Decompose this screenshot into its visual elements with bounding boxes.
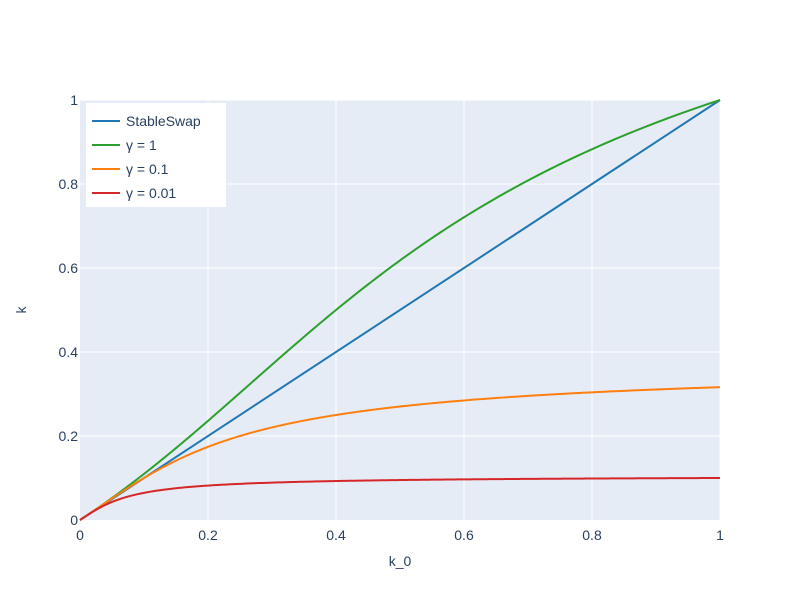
legend-item-1[interactable]: StableSwap — [92, 113, 201, 129]
y-axis-ticks: 0 0.2 0.4 0.6 0.8 1 — [59, 92, 79, 528]
x-tick-label: 0 — [76, 527, 84, 543]
y-tick-label: 0.6 — [59, 260, 79, 276]
y-tick-label: 0.2 — [59, 428, 79, 444]
series-line-4 — [79, 477, 721, 521]
x-tick-label: 0.6 — [454, 527, 474, 543]
y-tick-label: 0.8 — [59, 176, 79, 192]
y-tick-label: 1 — [70, 92, 78, 108]
x-axis-ticks: 0 0.2 0.4 0.6 0.8 1 — [76, 527, 724, 543]
y-tick-label: 0.4 — [59, 344, 79, 360]
series-line-2 — [79, 99, 721, 521]
legend-item-3[interactable]: γ = 0.1 — [92, 161, 169, 177]
x-tick-label: 0.2 — [198, 527, 218, 543]
series-lines — [79, 99, 721, 521]
x-tick-label: 1 — [716, 527, 724, 543]
x-tick-label: 0.4 — [326, 527, 346, 543]
legend-label: γ = 0.1 — [126, 161, 169, 177]
x-axis-label: k_0 — [389, 553, 412, 569]
legend-label: γ = 0.01 — [126, 185, 176, 201]
legend[interactable]: StableSwap γ = 1 γ = 0.1 γ = 0.01 — [86, 103, 226, 207]
legend-item-2[interactable]: γ = 1 — [92, 137, 157, 153]
legend-label: StableSwap — [126, 113, 201, 129]
x-tick-label: 0.8 — [582, 527, 602, 543]
series-line-1 — [79, 99, 721, 521]
y-tick-label: 0 — [70, 512, 78, 528]
legend-label: γ = 1 — [126, 137, 157, 153]
y-axis-label: k — [13, 306, 29, 314]
legend-item-4[interactable]: γ = 0.01 — [92, 185, 176, 201]
series-line-3 — [79, 386, 721, 521]
